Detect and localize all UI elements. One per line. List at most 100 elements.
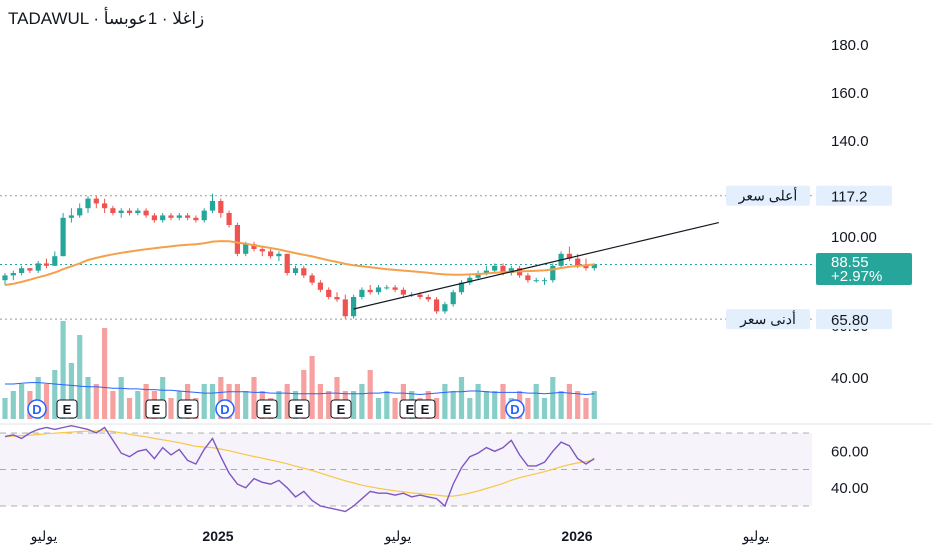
candle-body[interactable] (434, 299, 440, 312)
volume-bar (359, 384, 365, 419)
candle-body[interactable] (143, 210, 149, 216)
candle-body[interactable] (425, 297, 431, 300)
candle-body[interactable] (168, 215, 174, 218)
candle-body[interactable] (417, 294, 423, 297)
trendline[interactable] (353, 222, 719, 310)
volume-bar (2, 398, 8, 419)
candle-body[interactable] (359, 289, 365, 297)
candle-body[interactable] (442, 304, 448, 312)
candle-body[interactable] (400, 289, 406, 295)
candle-body[interactable] (234, 225, 240, 254)
candle-body[interactable] (492, 265, 498, 271)
candle-body[interactable] (342, 299, 348, 317)
dividend-marker[interactable] (215, 399, 235, 419)
earnings-marker[interactable] (145, 399, 167, 419)
dividend-marker[interactable] (505, 399, 525, 419)
candle-body[interactable] (326, 289, 332, 297)
candle-body[interactable] (525, 275, 531, 281)
candle-body[interactable] (367, 289, 373, 293)
candle-body[interactable] (541, 280, 548, 282)
candle-body[interactable] (550, 265, 556, 281)
candle-body[interactable] (351, 297, 357, 317)
candle-body[interactable] (251, 244, 257, 249)
dividend-marker[interactable] (27, 399, 47, 419)
candle-body[interactable] (218, 201, 224, 213)
candle-body[interactable] (110, 208, 116, 213)
candle-body[interactable] (43, 263, 50, 266)
candle-body[interactable] (392, 287, 398, 290)
time-tick-label: 2025 (202, 528, 233, 544)
candle-body[interactable] (102, 203, 108, 209)
candle-body[interactable] (77, 208, 83, 216)
candle-body[interactable] (259, 249, 265, 252)
volume-bar (43, 384, 50, 419)
earnings-marker[interactable] (177, 399, 199, 419)
candle-body[interactable] (52, 256, 58, 266)
candle-body[interactable] (193, 217, 199, 221)
candle-body[interactable] (575, 258, 581, 266)
candle-body[interactable] (500, 265, 506, 273)
earnings-marker[interactable] (56, 399, 78, 419)
volume-bar (218, 377, 224, 419)
candle-body[interactable] (384, 287, 390, 289)
candle-body[interactable] (68, 215, 74, 218)
candle-body[interactable] (334, 297, 340, 300)
candle-body[interactable] (292, 268, 299, 273)
candle-body[interactable] (176, 215, 182, 218)
candle-body[interactable] (60, 217, 66, 257)
high-value: 117.2 (831, 189, 867, 206)
candles-layer[interactable] (2, 193, 597, 319)
candle-body[interactable] (126, 210, 133, 213)
volume-bar (52, 370, 58, 419)
candle-body[interactable] (276, 253, 282, 257)
volume-bar (583, 398, 589, 419)
candle-body[interactable] (591, 264, 597, 269)
rsi-ma-line (4, 430, 595, 497)
high-value-box (816, 185, 892, 206)
volume-bar (126, 398, 133, 419)
earnings-marker[interactable] (288, 399, 310, 419)
earnings-marker[interactable] (256, 399, 278, 419)
candle-body[interactable] (85, 198, 91, 209)
candle-body[interactable] (301, 268, 307, 276)
candle-body[interactable] (483, 270, 489, 273)
earnings-marker-label: E (295, 402, 304, 417)
candle-body[interactable] (566, 253, 572, 259)
candle-body[interactable] (284, 253, 290, 273)
candle-body[interactable] (160, 215, 166, 221)
candle-body[interactable] (458, 282, 465, 293)
candle-body[interactable] (93, 198, 99, 204)
candle-body[interactable] (226, 213, 232, 225)
candle-body[interactable] (201, 210, 207, 221)
candle-body[interactable] (317, 282, 323, 290)
candle-body[interactable] (185, 215, 191, 218)
candle-body[interactable] (151, 215, 157, 221)
candle-body[interactable] (508, 268, 514, 273)
candle-body[interactable] (27, 268, 33, 271)
candle-body[interactable] (2, 275, 8, 281)
candle-body[interactable] (309, 275, 315, 283)
candle-body[interactable] (375, 287, 382, 293)
candle-body[interactable] (268, 251, 274, 257)
candle-body[interactable] (533, 280, 539, 282)
volume-bar (334, 377, 340, 419)
candle-body[interactable] (583, 265, 589, 269)
earnings-marker[interactable] (414, 399, 436, 419)
candle-body[interactable] (35, 263, 41, 271)
candle-body[interactable] (10, 273, 16, 276)
candle-body[interactable] (467, 277, 473, 283)
earnings-marker-label: E (263, 402, 272, 417)
candle-body[interactable] (475, 273, 481, 278)
candle-body[interactable] (243, 244, 249, 254)
time-axis[interactable]: يوليو 2025 يوليو 2026 يوليو (30, 528, 770, 545)
candle-body[interactable] (19, 268, 25, 273)
candle-body[interactable] (118, 210, 124, 213)
candle-body[interactable] (209, 201, 216, 211)
candle-body[interactable] (135, 210, 141, 213)
candle-body[interactable] (450, 292, 456, 305)
earnings-marker[interactable] (330, 399, 352, 419)
